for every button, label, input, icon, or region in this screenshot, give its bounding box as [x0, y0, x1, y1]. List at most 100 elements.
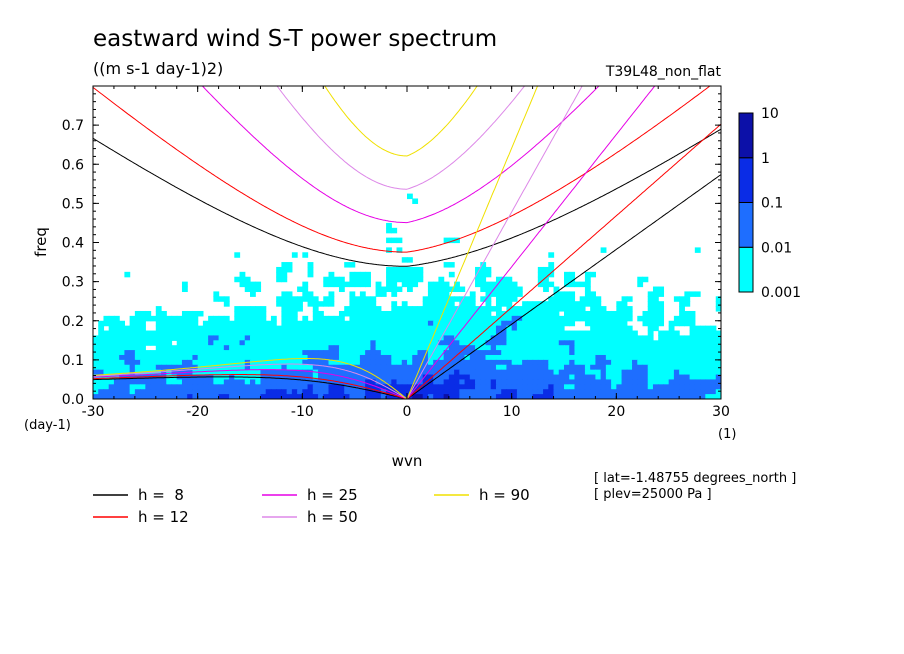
heat-cell	[192, 350, 199, 356]
heat-cell	[501, 325, 508, 332]
heat-cell	[93, 350, 99, 356]
heat-cell	[668, 394, 675, 399]
heat-cell	[129, 325, 136, 332]
heat-cell	[93, 359, 99, 366]
heat-cell	[506, 374, 513, 381]
heat-cell	[495, 320, 502, 327]
heat-cell	[365, 301, 371, 307]
heat-cell	[286, 296, 293, 302]
heat-cell	[223, 359, 230, 366]
heat-cell	[113, 394, 120, 399]
heat-cell	[605, 350, 612, 356]
heat-cell	[532, 325, 539, 332]
heat-cell	[495, 359, 502, 366]
heat-cell	[255, 364, 262, 371]
heat-cell	[663, 354, 670, 361]
heat-cell	[668, 350, 675, 356]
heat-cell	[412, 276, 419, 283]
heat-cell	[705, 354, 712, 361]
heat-cell	[464, 350, 471, 356]
heat-cell	[684, 359, 691, 366]
heat-cell	[527, 350, 534, 356]
heat-cell	[417, 354, 424, 361]
heat-cell	[433, 379, 439, 385]
heat-cell	[469, 354, 476, 361]
heat-cell	[260, 389, 267, 395]
heat-cell	[291, 379, 298, 385]
heat-cell	[417, 315, 424, 322]
heat-cell	[569, 320, 576, 327]
heat-cell	[616, 374, 623, 381]
heat-cell	[307, 389, 314, 395]
heat-cell	[145, 315, 152, 322]
heat-cell	[590, 330, 596, 337]
heat-cell	[459, 306, 466, 312]
heat-cell	[548, 320, 555, 327]
heat-cell	[611, 335, 617, 341]
heat-cell	[140, 369, 146, 376]
heat-cell	[584, 281, 591, 288]
heat-cell	[407, 325, 413, 332]
heat-cell	[286, 320, 293, 327]
heat-cell	[516, 389, 523, 395]
heat-cell	[700, 394, 706, 399]
heat-cell	[155, 354, 162, 361]
heat-cell	[595, 359, 602, 366]
heat-cell	[543, 310, 549, 317]
heat-cell	[417, 374, 424, 381]
heat-cell	[616, 340, 623, 346]
heat-cell	[558, 394, 565, 399]
heat-cell	[495, 310, 502, 317]
heat-cell	[616, 394, 623, 399]
heat-cell	[642, 354, 649, 361]
heat-cell	[229, 389, 235, 395]
heat-cell	[543, 286, 549, 293]
heat-cell	[700, 359, 706, 366]
heat-cell	[401, 364, 408, 371]
heat-cell	[579, 301, 586, 307]
heat-cell	[537, 354, 544, 361]
heat-cell	[302, 384, 309, 390]
heat-cell	[438, 306, 445, 312]
heat-cell	[684, 345, 691, 351]
heat-cell	[459, 335, 466, 341]
heat-cell	[605, 359, 612, 366]
heat-cell	[621, 384, 628, 390]
heat-cell	[349, 389, 356, 395]
heat-cell	[548, 379, 555, 385]
heat-cell	[658, 374, 665, 381]
heat-cell	[93, 345, 99, 351]
heat-cell	[569, 315, 576, 322]
heat-cell	[694, 330, 701, 337]
heat-cell	[611, 379, 617, 385]
heat-cell	[522, 384, 528, 390]
heat-cell	[291, 310, 298, 317]
heat-cell	[516, 325, 523, 332]
heat-cell	[318, 359, 324, 366]
heat-cell	[103, 345, 110, 351]
heat-cell	[616, 389, 623, 395]
heat-cell	[93, 394, 99, 399]
heat-cell	[386, 340, 392, 346]
heat-cell	[532, 301, 539, 307]
heat-cell	[223, 340, 230, 346]
heat-cell	[605, 325, 612, 332]
heat-cell	[202, 340, 209, 346]
heat-cell	[485, 291, 492, 297]
heat-cell	[527, 320, 534, 327]
heat-cell	[349, 379, 356, 385]
heat-cell	[365, 394, 371, 399]
heat-cell	[192, 315, 199, 322]
heat-cell	[632, 364, 638, 371]
heat-cell	[108, 364, 115, 371]
heat-cell	[396, 340, 403, 346]
heat-cell	[265, 369, 272, 376]
heat-cell	[239, 364, 246, 371]
heat-cell	[265, 350, 272, 356]
heat-cell	[569, 374, 576, 381]
heat-cell	[652, 310, 659, 317]
heat-cell	[710, 364, 717, 371]
heat-cell	[501, 345, 508, 351]
heat-cell	[574, 354, 581, 361]
heat-cell	[354, 330, 361, 337]
